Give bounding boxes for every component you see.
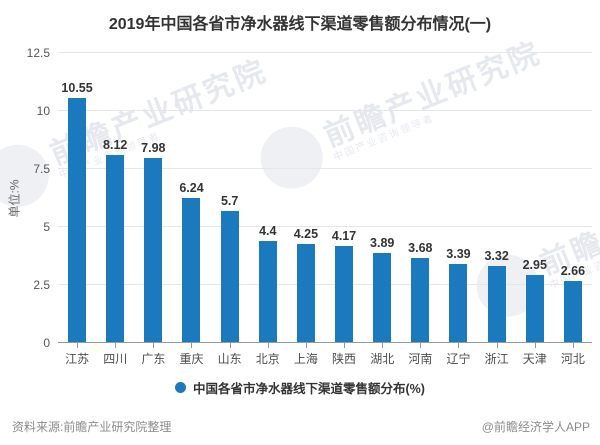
x-tick-label: 陕西 (332, 352, 357, 366)
bar-column: 4.25 (287, 53, 325, 348)
x-axis-tick (420, 343, 422, 348)
y-tick-label: 0 (43, 336, 50, 350)
x-tick-label: 北京 (255, 352, 280, 366)
bar (411, 257, 430, 343)
bar-value-label: 3.32 (484, 248, 509, 263)
gridline (58, 226, 592, 227)
x-axis-tick (191, 343, 193, 348)
bar (106, 154, 125, 343)
chart-title: 2019年中国各省市净水器线下渠道零售额分布情况(一) (108, 16, 492, 33)
bar (144, 157, 163, 343)
x-tick-label: 天津 (522, 352, 547, 366)
bar (335, 246, 354, 343)
bar-column: 4.17 (325, 53, 363, 348)
plot-area: 10.55 8.12 7.98 6.24 5.7 4.4 4.25 4.17 3.89 3.68 3… (27, 46, 592, 366)
bar (449, 264, 468, 343)
y-tick-label: 10 (36, 104, 50, 118)
x-axis-tick (305, 343, 307, 348)
gridline (58, 284, 592, 285)
legend: 中国各省市净水器线下渠道零售额分布(%) (0, 378, 600, 397)
x-axis-line (58, 342, 592, 343)
bar (296, 244, 315, 343)
bar-column: 3.32 (478, 53, 516, 348)
y-axis-title: 单位:% (7, 178, 22, 218)
x-tick-label: 上海 (293, 352, 318, 366)
bar-column: 4.4 (249, 53, 287, 348)
bar-value-label: 4.25 (293, 227, 319, 242)
bar-column: 3.68 (401, 53, 439, 348)
bar-value-label: 2.66 (560, 264, 586, 279)
x-tick-label: 江苏 (65, 352, 90, 366)
x-tick-label: 山东 (217, 352, 242, 366)
x-tick-label: 浙江 (484, 352, 509, 366)
bar (525, 274, 544, 343)
bar-column: 3.39 (439, 53, 477, 348)
bar-column: 2.95 (516, 53, 554, 348)
bar-column: 3.89 (363, 53, 401, 348)
bar-value-label: 6.24 (179, 181, 204, 196)
x-axis-tick (458, 343, 460, 348)
bar (258, 240, 277, 343)
bar-value-label: 5.7 (220, 193, 239, 208)
x-axis-tick (267, 343, 269, 348)
bar-value-label: 8.12 (103, 137, 128, 152)
x-axis-tick (229, 343, 231, 348)
bar-value-label: 2.95 (522, 257, 547, 272)
bar-value-label: 3.39 (446, 247, 471, 262)
y-tick-label: 12.5 (26, 46, 50, 60)
bar (563, 281, 582, 343)
bar-value-label: 10.55 (61, 81, 93, 96)
bar-column: 7.98 (134, 53, 172, 348)
x-tick-label: 重庆 (179, 352, 204, 366)
x-axis-tick (153, 343, 155, 348)
gridline (58, 168, 592, 169)
x-axis-tick (496, 343, 498, 348)
footer: 资料来源:前瞻产业研究院整理 @前瞻经济学人APP (12, 418, 590, 435)
x-axis-tick (572, 343, 574, 348)
x-tick-label: 湖北 (370, 352, 395, 366)
bar-column: 8.12 (96, 53, 134, 348)
x-tick-label: 广东 (141, 352, 166, 366)
x-tick-label: 河南 (408, 352, 433, 366)
bar-value-label: 4.4 (259, 223, 277, 238)
bar-column: 2.66 (554, 53, 592, 348)
bar (373, 252, 392, 343)
x-axis-tick (534, 343, 536, 348)
x-axis-tick (115, 343, 117, 348)
bar-column: 6.24 (172, 53, 210, 348)
bar-value-label: 3.68 (408, 240, 433, 255)
y-axis-title-wrap: 单位:% (0, 53, 28, 343)
y-tick-label: 7.5 (33, 162, 50, 176)
bars: 10.55 8.12 7.98 6.24 5.7 4.4 4.25 4.17 3.89 3.68 3… (58, 53, 592, 348)
bar (182, 198, 201, 343)
y-tick-label: 2.5 (33, 278, 50, 292)
bar (220, 210, 239, 343)
x-axis-tick (77, 343, 79, 348)
y-tick-label: 5 (43, 220, 50, 234)
gridline (58, 52, 592, 53)
legend-marker-icon (175, 382, 187, 393)
x-tick-label: 四川 (103, 352, 128, 366)
bar-column: 10.55 (58, 53, 96, 348)
credit-text: @前瞻经济学人APP (481, 420, 590, 434)
bar (68, 98, 87, 343)
bar-value-label: 4.17 (331, 229, 357, 244)
bar-value-label: 7.98 (141, 140, 166, 155)
x-tick-label: 辽宁 (446, 352, 471, 366)
bar (487, 265, 506, 343)
x-tick-label: 河北 (560, 352, 585, 366)
legend-label: 中国各省市净水器线下渠道零售额分布(%) (193, 382, 425, 396)
x-axis-tick (344, 343, 346, 348)
x-axis-tick (382, 343, 384, 348)
x-labels: 江苏 四川 广东 重庆 山东 北京 上海 陕西 湖北 河南 辽宁 浙江 天津 河北 (58, 350, 592, 367)
source-text: 资料来源:前瞻产业研究院整理 (12, 420, 172, 434)
gridline (58, 110, 592, 111)
bar-column: 5.7 (211, 53, 249, 348)
bar-value-label: 3.89 (370, 235, 395, 250)
